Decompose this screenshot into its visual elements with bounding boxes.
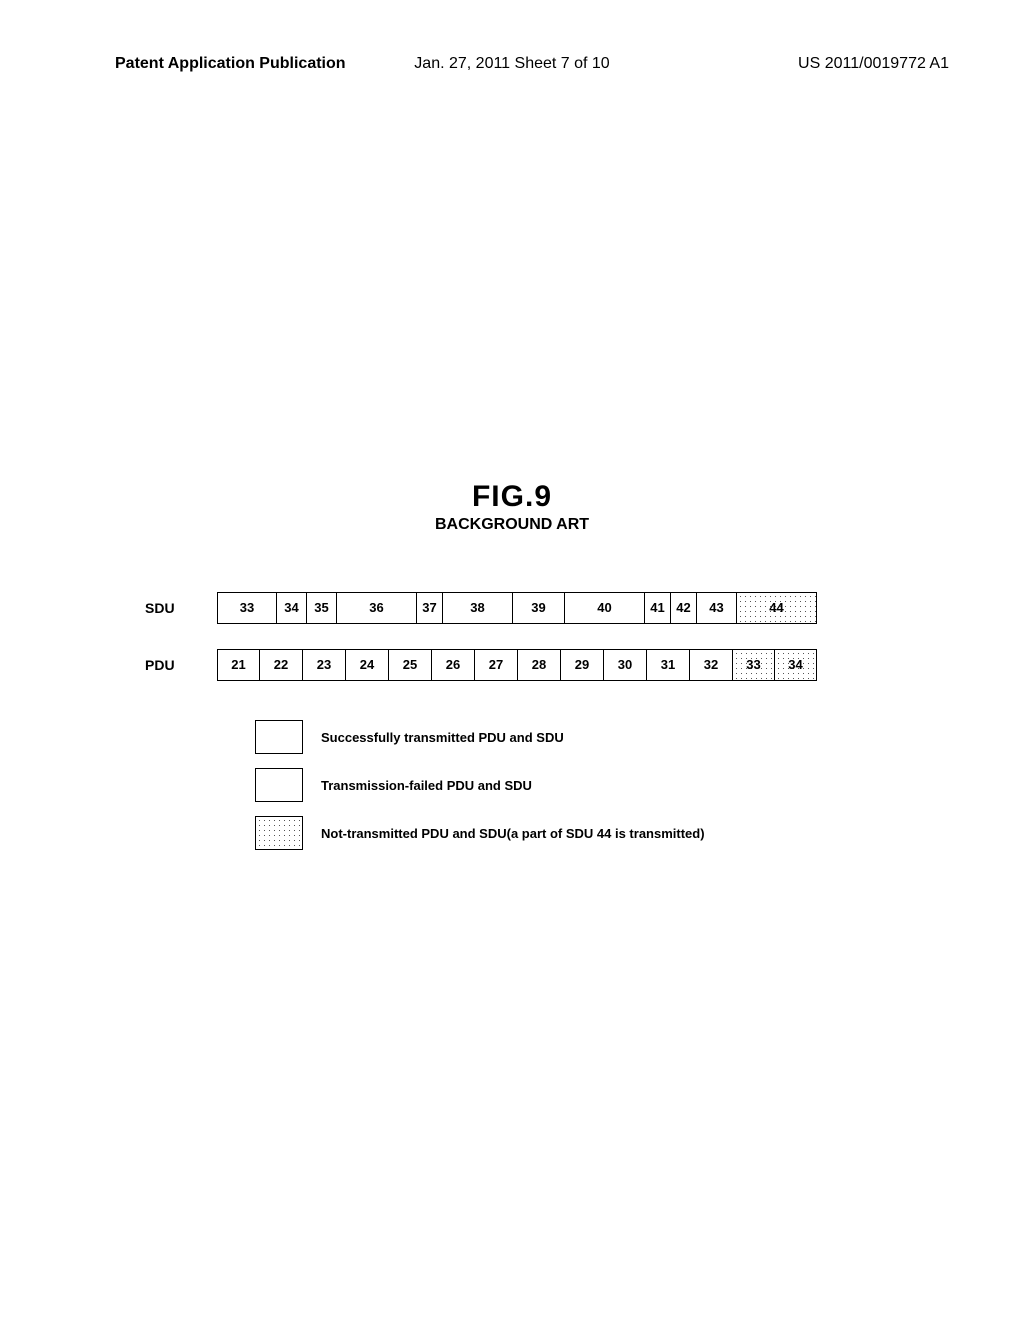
pdu-cell: 29 <box>561 649 604 681</box>
pdu-row: PDU 2122232425262728293031323334 <box>145 647 885 682</box>
legend-text: Not-transmitted PDU and SDU(a part of SD… <box>321 826 705 841</box>
figure-heading: FIG.9 BACKGROUND ART <box>435 480 589 534</box>
legend-swatch <box>255 768 303 802</box>
sdu-cell: 34 <box>277 592 307 624</box>
legend-swatch <box>255 816 303 850</box>
sdu-cell: 33 <box>217 592 277 624</box>
sdu-cell: 43 <box>697 592 737 624</box>
sdu-cells: 333435363738394041424344 <box>217 592 817 624</box>
sdu-cell: 42 <box>671 592 697 624</box>
page-header: Patent Application Publication Jan. 27, … <box>0 55 1024 73</box>
legend-swatch <box>255 720 303 754</box>
pdu-cell: 27 <box>475 649 518 681</box>
pdu-cell: 24 <box>346 649 389 681</box>
legend-text: Transmission-failed PDU and SDU <box>321 778 532 793</box>
legend: Successfully transmitted PDU and SDU Tran… <box>255 720 705 864</box>
pdu-cell: 22 <box>260 649 303 681</box>
legend-row: Not-transmitted PDU and SDU(a part of SD… <box>255 816 705 850</box>
pdu-cell: 21 <box>217 649 260 681</box>
sdu-pdu-diagram: SDU 333435363738394041424344 PDU 2122232… <box>145 590 885 704</box>
sdu-cell: 40 <box>565 592 645 624</box>
pdu-cells: 2122232425262728293031323334 <box>217 649 817 681</box>
sdu-cell: 37 <box>417 592 443 624</box>
pdu-cell: 28 <box>518 649 561 681</box>
pdu-cell: 32 <box>690 649 733 681</box>
pdu-cell: 23 <box>303 649 346 681</box>
sdu-cell: 36 <box>337 592 417 624</box>
sdu-cell: 41 <box>645 592 671 624</box>
header-sheet-info: Jan. 27, 2011 Sheet 7 of 10 <box>414 55 609 73</box>
sdu-cell: 39 <box>513 592 565 624</box>
figure-subtitle: BACKGROUND ART <box>435 516 589 534</box>
pdu-cell: 33 <box>733 649 775 681</box>
sdu-cell: 35 <box>307 592 337 624</box>
legend-row: Successfully transmitted PDU and SDU <box>255 720 705 754</box>
sdu-cell: 44 <box>737 592 817 624</box>
header-publication: Patent Application Publication <box>115 55 346 73</box>
sdu-cell: 38 <box>443 592 513 624</box>
pdu-label: PDU <box>145 657 205 673</box>
sdu-label: SDU <box>145 600 205 616</box>
pdu-cell: 25 <box>389 649 432 681</box>
pdu-cell: 30 <box>604 649 647 681</box>
header-doc-number: US 2011/0019772 A1 <box>798 55 949 73</box>
legend-row: Transmission-failed PDU and SDU <box>255 768 705 802</box>
sdu-row: SDU 333435363738394041424344 <box>145 590 885 625</box>
figure-title: FIG.9 <box>435 480 589 514</box>
legend-text: Successfully transmitted PDU and SDU <box>321 730 564 745</box>
pdu-cell: 34 <box>775 649 817 681</box>
pdu-cell: 26 <box>432 649 475 681</box>
pdu-cell: 31 <box>647 649 690 681</box>
